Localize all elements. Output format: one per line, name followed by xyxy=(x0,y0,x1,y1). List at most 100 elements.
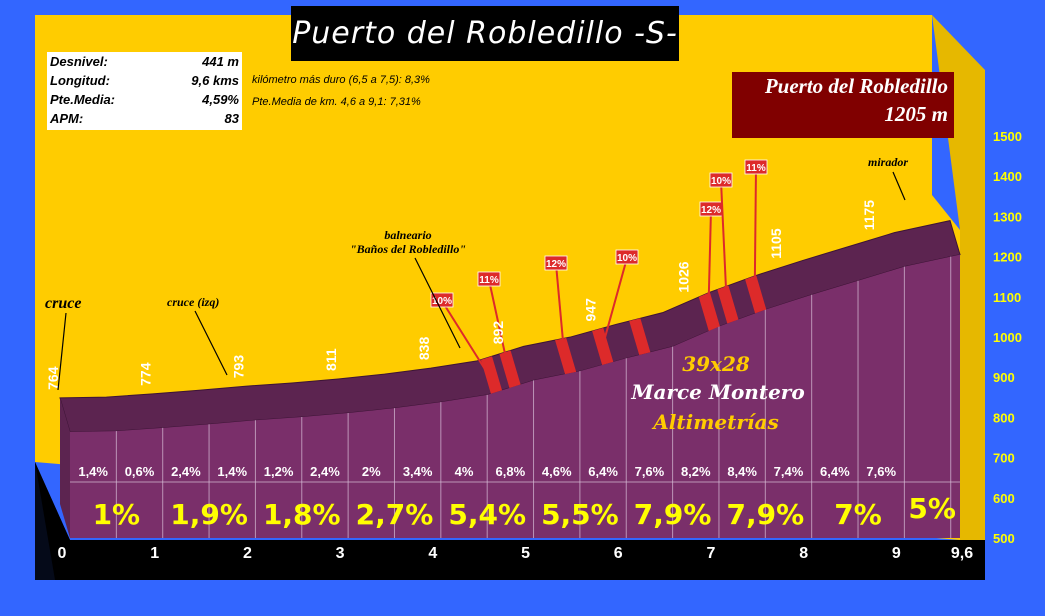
y-tick-label: 1500 xyxy=(993,129,1022,144)
x-tick-label: 4 xyxy=(428,545,437,562)
half-km-grade-label: 2% xyxy=(362,464,381,479)
stat-row: Desnivel: 441 m xyxy=(50,52,239,71)
y-tick-label: 800 xyxy=(993,410,1015,425)
side-panel xyxy=(932,15,985,580)
ramp-tag xyxy=(709,172,733,188)
half-km-grade-label: 1,4% xyxy=(78,464,108,479)
ramp-band xyxy=(480,356,503,394)
km-grade-label: 1,9% xyxy=(170,498,248,531)
altitude-label: 947 xyxy=(583,298,599,322)
annotation-banos: "Baños del Robledillo" xyxy=(350,242,466,256)
summit-altitude: 1205 m xyxy=(884,102,948,126)
half-km-grade-label: 6,4% xyxy=(588,464,618,479)
ramp-leader-line xyxy=(720,180,728,308)
annotation-leader xyxy=(57,312,67,391)
x-tick-label: 9,6 xyxy=(951,545,973,562)
chart-labels: 500 600 700 800 900 1000 1100 1200 1300 1400 1500 0… xyxy=(45,129,1022,562)
altitude-label: 1026 xyxy=(675,261,691,292)
annotation-cruce-izq: cruce (izq) xyxy=(167,295,219,309)
x-tick-label: 2 xyxy=(243,545,252,562)
ramp-leader-line xyxy=(555,263,566,360)
annotation-leader xyxy=(194,310,228,376)
chart-title: Puerto del Robledillo -S- xyxy=(291,6,679,61)
km-grade-label: 5,5% xyxy=(541,498,619,531)
half-km-grade-label: 3,4% xyxy=(403,464,433,479)
x-tick-label: 3 xyxy=(336,545,345,562)
half-km-grade-label: 7,6% xyxy=(866,464,896,479)
ramp-tag xyxy=(430,292,454,308)
stat-value: 4,59% xyxy=(202,92,239,107)
x-tick-label: 9 xyxy=(892,545,901,562)
km-grade-label: 7,9% xyxy=(634,498,712,531)
half-km-grade-label: 7,4% xyxy=(774,464,804,479)
x-tick-label: 7 xyxy=(707,545,716,562)
stat-value: 9,6 kms xyxy=(191,73,239,88)
annotation-leader xyxy=(414,257,461,349)
y-tick-label: 1000 xyxy=(993,330,1022,345)
km-grade-label: 5% xyxy=(908,492,956,525)
x-tick-label: 8 xyxy=(799,545,808,562)
stat-label: Pte.Media: xyxy=(50,92,116,107)
profile-left-edge xyxy=(60,397,70,538)
stat-row: APM: 83 xyxy=(50,109,239,128)
y-tick-label: 1300 xyxy=(993,209,1022,224)
altitude-label: 811 xyxy=(323,348,339,371)
half-km-grade-label: 7,6% xyxy=(635,464,665,479)
half-km-grade-label: 4,6% xyxy=(542,464,572,479)
ramp-leader-line xyxy=(707,209,712,315)
y-tick-label: 600 xyxy=(993,491,1015,506)
stat-row: Longitud: 9,6 kms xyxy=(50,71,239,90)
km-grade-label: 7% xyxy=(834,498,882,531)
ramp-band xyxy=(499,350,521,388)
x-tick-label: 0 xyxy=(58,545,67,562)
ramp-tag xyxy=(615,249,639,265)
annotation-leader xyxy=(892,171,906,201)
km-grade-label: 1% xyxy=(93,498,141,531)
km-grade-label: 2,7% xyxy=(356,498,434,531)
half-km-grade-label: 8,2% xyxy=(681,464,711,479)
ramp-leader-line xyxy=(441,300,492,379)
altitude-label: 793 xyxy=(230,355,246,379)
ramp-tag xyxy=(744,159,768,175)
floor-shadow xyxy=(35,462,985,580)
ramp-label: 10% xyxy=(432,296,452,307)
altitude-label: 838 xyxy=(416,337,432,361)
y-tick-label: 500 xyxy=(993,531,1015,546)
y-tick-label: 1400 xyxy=(993,169,1022,184)
average-segment-note: Pte.Media de km. 4,6 a 9,1: 7,31% xyxy=(252,96,421,108)
half-km-grade-label: 8,4% xyxy=(727,464,757,479)
half-km-grade-label: 0,6% xyxy=(125,464,155,479)
half-km-grade-label: 6,8% xyxy=(496,464,526,479)
x-tick-label: 1 xyxy=(150,545,159,562)
stat-label: Desnivel: xyxy=(50,54,108,69)
altitude-label: 764 xyxy=(45,366,61,390)
y-tick-label: 1200 xyxy=(993,250,1022,265)
ramp-tag xyxy=(477,271,501,287)
stat-value: 83 xyxy=(224,111,239,126)
ramp-markers xyxy=(430,159,768,394)
half-km-grade-label: 6,4% xyxy=(820,464,850,479)
half-km-grade-label: 4% xyxy=(455,464,474,479)
ramp-label: 12% xyxy=(546,259,566,270)
ramp-band xyxy=(629,318,651,356)
ramp-label: 11% xyxy=(746,163,766,174)
altitude-label: 774 xyxy=(138,362,154,386)
altitude-label: 1105 xyxy=(768,228,784,259)
ramp-tag xyxy=(544,255,568,271)
ramp-label: 11% xyxy=(479,275,499,286)
stat-value: 441 m xyxy=(202,54,239,69)
ramp-label: 10% xyxy=(711,176,731,187)
profile-area xyxy=(59,220,961,538)
ramp-band xyxy=(717,285,739,324)
ramp-leader-line xyxy=(488,279,510,373)
altitude-label: 892 xyxy=(490,321,506,345)
km-grade-label: 1,8% xyxy=(263,498,341,531)
altitude-label: 1175 xyxy=(861,200,877,231)
summit-label: Puerto del Robledillo 1205 m xyxy=(732,72,954,138)
hardest-km-note: kilómetro más duro (6,5 a 7,5): 8,3% xyxy=(252,74,430,86)
credit-line2: Marce Montero xyxy=(630,380,804,404)
km-grade-label: 7,9% xyxy=(726,498,804,531)
x-tick-label: 5 xyxy=(521,545,530,562)
